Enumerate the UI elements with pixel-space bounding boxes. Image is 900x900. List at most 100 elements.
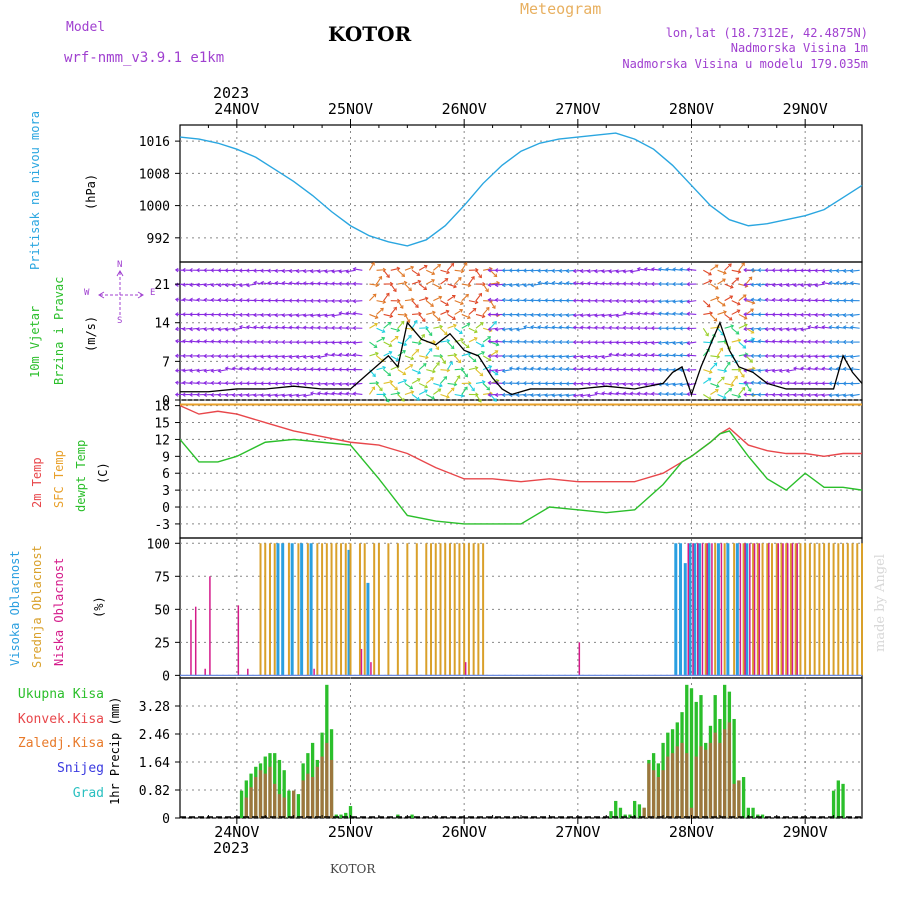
- wind-vector: [447, 295, 456, 302]
- wind-vector-head: [728, 388, 733, 392]
- precip-bar: [239, 790, 244, 818]
- wind-vector-head: [658, 352, 662, 358]
- wind-vector: [602, 392, 612, 396]
- precip-bar: [689, 688, 694, 818]
- wind-vector-head: [494, 368, 499, 373]
- wind-vector: [516, 367, 526, 371]
- wind-vector-head: [245, 339, 250, 344]
- wind-vector: [204, 327, 214, 331]
- wind-vector-head: [267, 393, 272, 398]
- wind-vector-head: [792, 339, 797, 344]
- wind-vector-head: [530, 393, 534, 398]
- wind-vector-head: [665, 367, 669, 372]
- wind-vector: [404, 364, 413, 371]
- wind-vector-head: [743, 282, 747, 287]
- wind-vector: [383, 322, 391, 329]
- wind-vector: [468, 308, 477, 315]
- wind-vector-head: [842, 268, 847, 274]
- wind-vector: [440, 300, 449, 306]
- wind-vector-head: [579, 325, 584, 330]
- wind-vector-head: [686, 353, 691, 358]
- wind-vector-head: [494, 268, 499, 273]
- wind-vector-head: [686, 282, 690, 287]
- wind-vector-head: [338, 340, 342, 345]
- wind-vector-head: [715, 389, 719, 393]
- wind-vector-head: [828, 366, 833, 371]
- wind-vector: [724, 283, 734, 289]
- wind-vector-head: [423, 264, 428, 269]
- wind-vector: [454, 368, 464, 371]
- wind-vector: [411, 300, 419, 308]
- wind-vector: [461, 262, 468, 271]
- wind-vector-head: [174, 312, 179, 317]
- wind-vector-head: [757, 353, 762, 359]
- wind-vector-head: [428, 332, 433, 337]
- wind-vector-head: [288, 354, 293, 359]
- wind-vector-head: [253, 354, 257, 359]
- wind-vector: [411, 320, 418, 329]
- wind-vector-head: [203, 380, 207, 386]
- wind-vector-head: [459, 330, 463, 334]
- wind-vector-head: [295, 313, 300, 318]
- wind-vector-head: [785, 282, 790, 288]
- wind-vector-head: [764, 268, 769, 273]
- wind-vector: [454, 375, 461, 384]
- precip-bar: [254, 777, 258, 818]
- wind-vector-head: [345, 269, 350, 274]
- wind-vector-head: [446, 270, 450, 275]
- wind-vector-head: [302, 281, 307, 286]
- wind-vector: [580, 313, 590, 317]
- wind-vector: [324, 313, 335, 317]
- wind-vector-head: [309, 340, 314, 345]
- wind-vector-head: [210, 380, 215, 386]
- precip-bar: [268, 766, 272, 818]
- wind-vector-head: [849, 325, 854, 330]
- wind-vector: [353, 392, 363, 396]
- wind-vector-head: [331, 325, 335, 331]
- wind-vector: [324, 353, 335, 357]
- wind-vector-head: [792, 380, 797, 386]
- precip-bar: [685, 684, 689, 818]
- wind-vector: [772, 369, 782, 372]
- pressure-unit: (hPa): [84, 173, 98, 210]
- wind-vector: [353, 312, 363, 315]
- day-label-top: 28NOV: [669, 100, 714, 118]
- wind-vector: [225, 283, 235, 286]
- wind-vector: [197, 369, 207, 372]
- wind-vector: [289, 393, 299, 397]
- wind-vector-head: [849, 298, 854, 303]
- wind-vector-head: [650, 267, 655, 272]
- wind-vector-head: [708, 369, 713, 374]
- wind-vector-head: [665, 267, 669, 272]
- cloud-ytick-label: 0: [162, 669, 170, 684]
- wind-vector-head: [231, 339, 236, 344]
- precip-bar: [694, 756, 698, 818]
- wind-vector-head: [707, 377, 712, 382]
- wind-vector-head: [387, 321, 392, 326]
- wind-vector-head: [493, 320, 497, 325]
- wind-vector-head: [379, 387, 383, 392]
- wind-vector-head: [422, 363, 427, 367]
- wind-vector-head: [743, 339, 748, 344]
- wind-vector: [376, 327, 385, 333]
- wind-vector-head: [331, 298, 335, 304]
- wind-vector-head: [331, 313, 336, 318]
- wind-vector-head: [750, 267, 754, 273]
- wind-vector-head: [224, 268, 229, 273]
- wind-vector-head: [302, 366, 307, 372]
- wind-vector-head: [281, 381, 286, 386]
- wind-vector-head: [650, 367, 655, 372]
- wind-vector: [369, 293, 377, 302]
- wind-vector: [454, 309, 463, 315]
- wind-vector-head: [757, 368, 762, 373]
- wind-vector-head: [372, 293, 377, 298]
- wind-vector-head: [537, 268, 541, 273]
- wind-vector-head: [778, 380, 783, 386]
- wind-vector-head: [373, 344, 378, 348]
- wind-vector: [587, 313, 597, 317]
- wind-vector-head: [182, 297, 186, 302]
- wind-vector-head: [800, 339, 804, 344]
- wind-vector-head: [565, 313, 570, 318]
- wind-vector-head: [814, 312, 818, 318]
- wind-vector-head: [203, 268, 207, 273]
